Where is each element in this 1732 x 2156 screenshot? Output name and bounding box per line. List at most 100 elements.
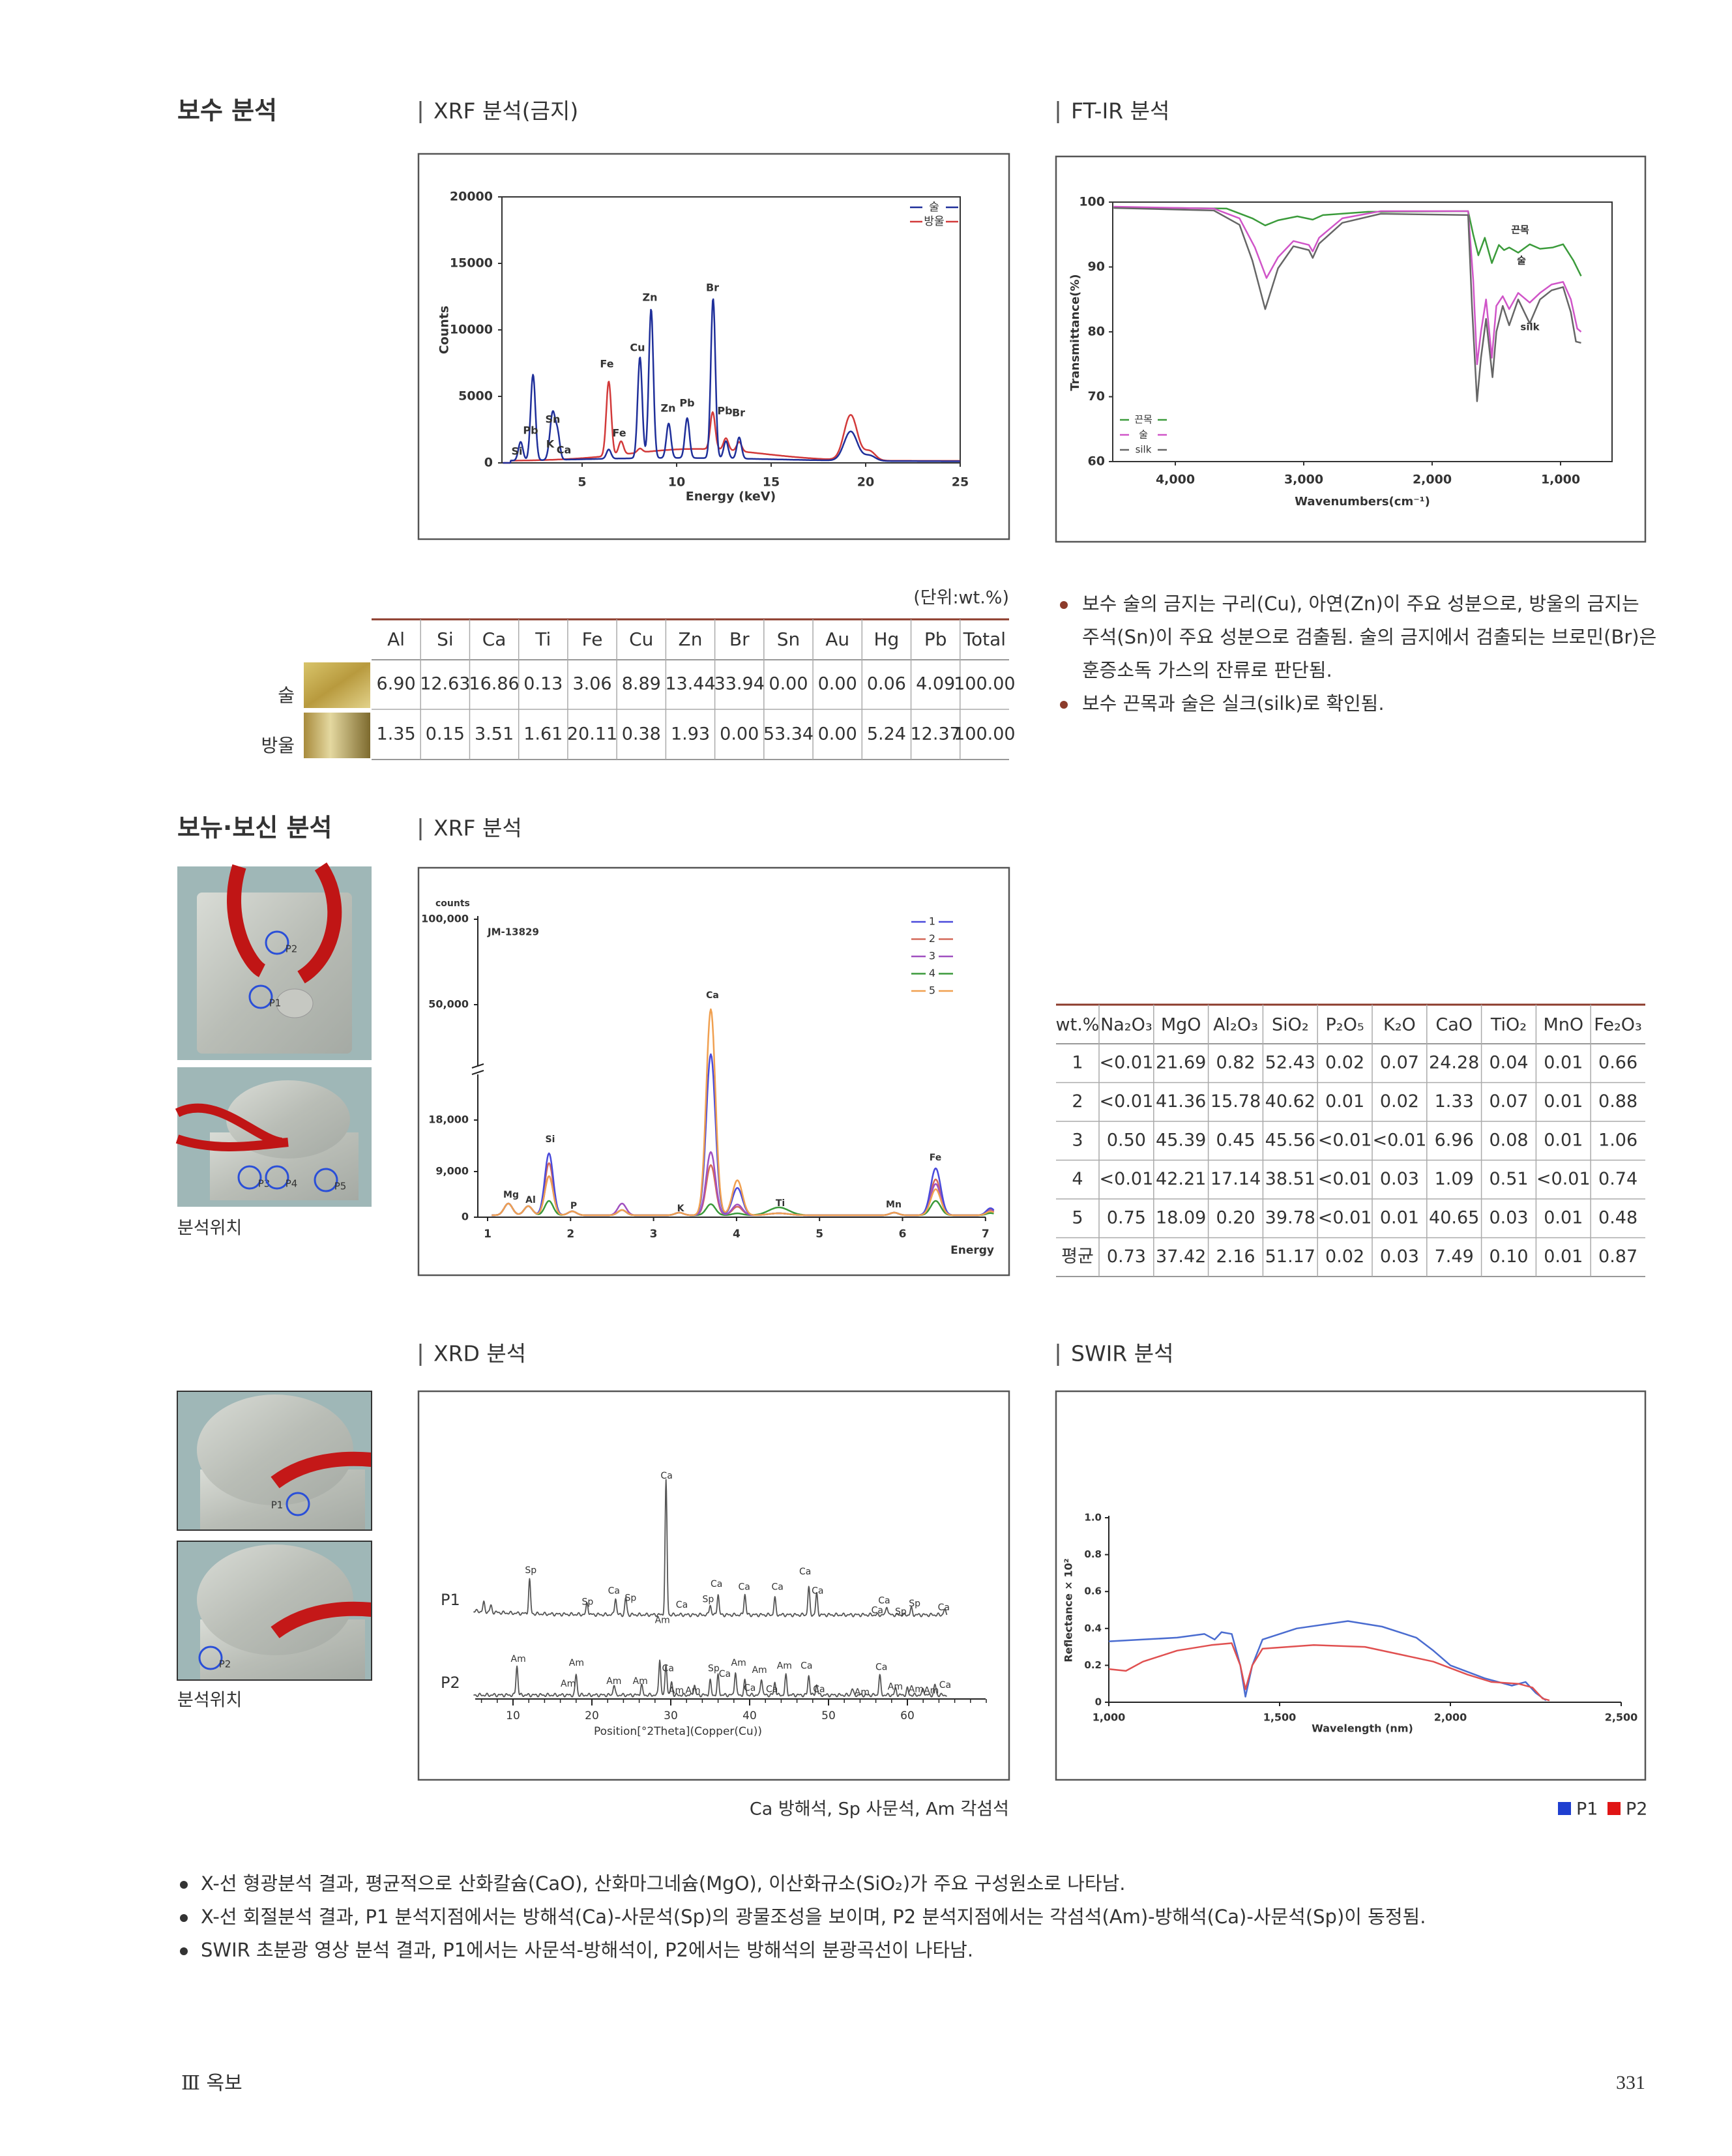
- table-cell: 6.90: [377, 674, 416, 694]
- y-tick-label: 60: [1088, 454, 1105, 469]
- peak-label: Sp: [708, 1664, 720, 1674]
- legend-label: 3: [929, 950, 935, 962]
- column-header: Zn: [679, 628, 703, 650]
- sample-thumbnail: [304, 713, 370, 758]
- peak-label: Mg: [503, 1190, 519, 1200]
- peak-label: Pb: [679, 397, 694, 409]
- legend-label: 방울: [924, 215, 944, 228]
- x-tick-label: 25: [952, 475, 969, 490]
- peak-label: Ca: [660, 1471, 672, 1481]
- sample-label: JM-13829: [487, 926, 539, 938]
- table-cell: 0.02: [1325, 1247, 1364, 1267]
- table-cell: <0.01: [1318, 1208, 1372, 1228]
- table-cell: 42.21: [1156, 1169, 1206, 1189]
- axis-unit: counts: [435, 898, 470, 909]
- peak-label: Sp: [582, 1597, 594, 1608]
- peak-label: K: [546, 438, 555, 450]
- table-cell: 39.78: [1265, 1208, 1315, 1228]
- table-cell: 0.01: [1325, 1091, 1364, 1112]
- x-tick-label: 1,500: [1263, 1711, 1297, 1724]
- table-cell: 0.02: [1380, 1091, 1419, 1112]
- legend-bg: [922, 201, 946, 214]
- y-tick-label: 100,000: [421, 913, 469, 925]
- axis-break: [471, 1067, 485, 1074]
- table-cell: 24.28: [1429, 1053, 1479, 1073]
- axis-label: Wavenumbers(cm⁻¹): [1295, 495, 1430, 509]
- cord: [271, 1451, 372, 1488]
- stone-lion: [197, 1395, 353, 1505]
- peak-label: Ca: [812, 1586, 823, 1597]
- row-label: 4: [1072, 1169, 1083, 1189]
- column-header: K₂O: [1383, 1015, 1416, 1035]
- peak-label: Zn: [661, 402, 676, 415]
- axis-label: Counts: [437, 306, 452, 354]
- y-tick-label: 20000: [450, 190, 493, 204]
- xrd-p1: [473, 1479, 948, 1617]
- column-header: TiO₂: [1490, 1015, 1527, 1035]
- row-label: 3: [1072, 1130, 1083, 1151]
- cord: [227, 862, 342, 984]
- legend-bg: [926, 967, 939, 981]
- table-cell: 1.93: [671, 724, 710, 745]
- analysis-point: [237, 1165, 262, 1190]
- x-tick-label: 7: [982, 1228, 990, 1241]
- peak-label: Ti: [776, 1198, 785, 1209]
- peak-label: Sn: [546, 413, 561, 426]
- row-label: 1: [1072, 1053, 1083, 1073]
- note-text: X-선 형광분석 결과, 평균적으로 산화칼슘(CaO), 산화마그네슘(MgO…: [201, 1872, 1125, 1895]
- column-header: P₂O₅: [1326, 1015, 1364, 1035]
- table-cell: 0.08: [1489, 1130, 1528, 1151]
- sub-heading: SWIR 분석: [1071, 1341, 1173, 1366]
- y-tick-label: 100: [1079, 195, 1105, 209]
- axis-label: Position[°2Theta](Copper(Cu)): [594, 1725, 762, 1738]
- x-tick-label: 6: [899, 1228, 907, 1241]
- column-header: MnO: [1543, 1015, 1583, 1035]
- table-cell: 53.34: [763, 724, 814, 745]
- table-cell: 0.13: [523, 674, 563, 694]
- column-header: Si: [437, 628, 454, 650]
- table-cell: 0.73: [1107, 1247, 1146, 1267]
- analysis-point: [314, 1168, 338, 1192]
- column-header: Total: [963, 628, 1006, 650]
- footer-section: Ⅲ 옥보: [181, 2072, 242, 2095]
- column-header: Pb: [924, 628, 947, 650]
- point-label: P2: [286, 943, 298, 955]
- column-header: Cu: [629, 628, 653, 650]
- y-tick-label: 0: [1095, 1696, 1102, 1708]
- table-cell: <0.01: [1100, 1091, 1154, 1112]
- table-cell: 15.78: [1211, 1091, 1261, 1112]
- peak-label: Ca: [719, 1669, 731, 1679]
- peak-label: Fe: [930, 1153, 942, 1163]
- table-cell: 0.38: [622, 724, 661, 745]
- peak-label: Ca: [557, 444, 572, 456]
- x-tick-label: 5: [815, 1228, 823, 1241]
- table-cell: 0.50: [1107, 1130, 1146, 1151]
- point-label: P1: [269, 997, 282, 1009]
- table-cell: <0.01: [1373, 1130, 1427, 1151]
- table-cell: 45.56: [1265, 1130, 1315, 1151]
- table-cell: 13.44: [665, 674, 715, 694]
- series-label: P2: [441, 1674, 460, 1692]
- table-cell: 8.89: [622, 674, 661, 694]
- table-cell: 37.42: [1156, 1247, 1206, 1267]
- legend-bg: [1129, 413, 1158, 426]
- table-cell: 0.20: [1216, 1208, 1255, 1228]
- table-cell: 18.09: [1156, 1208, 1206, 1228]
- peak-label: Fe: [600, 358, 613, 370]
- table-cell: 0.03: [1380, 1169, 1419, 1189]
- peak-label: Ca: [799, 1567, 811, 1577]
- ftir-silk: [1113, 207, 1581, 402]
- knob: [276, 988, 314, 1018]
- peak-label: Si: [546, 1134, 555, 1145]
- peak-label: Am: [731, 1658, 746, 1668]
- table-cell: 0.07: [1489, 1091, 1528, 1112]
- table-cell: 45.39: [1156, 1130, 1206, 1151]
- peak-label: Am: [909, 1685, 924, 1695]
- peak-label: Ca: [939, 1680, 951, 1691]
- sub-heading: XRD 분석: [433, 1341, 526, 1366]
- peak-label: Am: [669, 1686, 684, 1696]
- column-header: Fe₂O₃: [1594, 1015, 1642, 1035]
- table-cell: <0.01: [1318, 1130, 1372, 1151]
- x-tick-label: 4: [733, 1228, 741, 1241]
